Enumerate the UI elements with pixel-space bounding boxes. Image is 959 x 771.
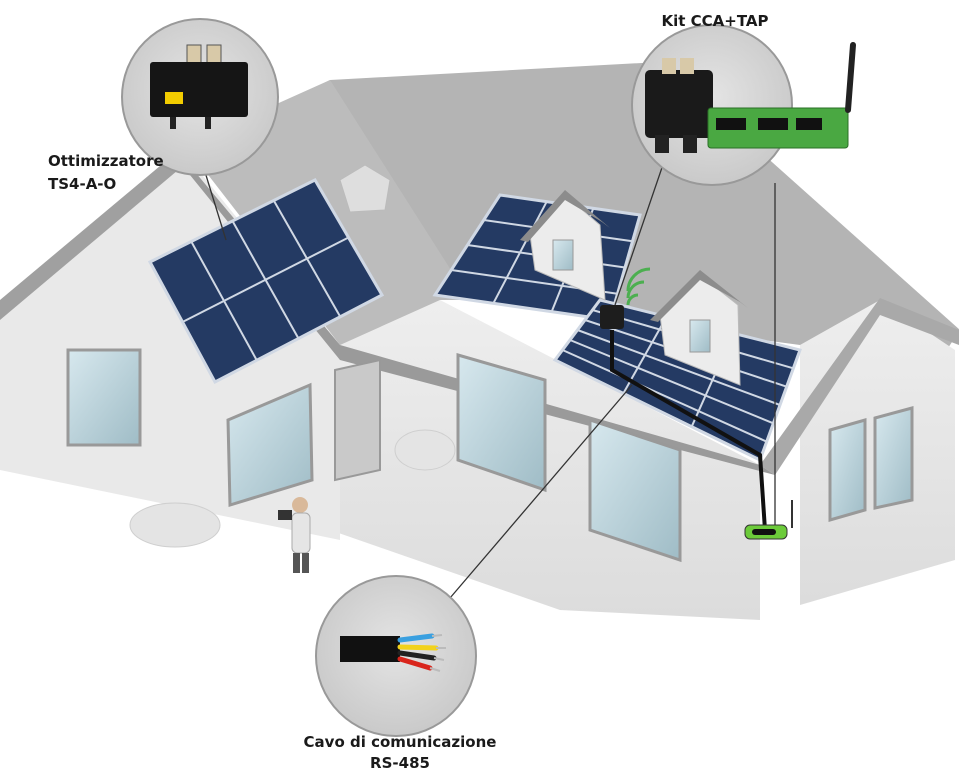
optimizer-device [600, 305, 624, 329]
optimizer-label: Ottimizzatore [48, 152, 164, 170]
window [830, 420, 865, 520]
optimizer-label: TS4-A-O [48, 175, 116, 193]
kit-callout [632, 25, 853, 185]
illustration: Kit CCA+TAP Ottimizzatore TS4-A-O Cavo d… [0, 0, 959, 771]
window [875, 408, 912, 508]
window [68, 350, 140, 445]
kit-label: Kit CCA+TAP [661, 12, 768, 30]
cable-label: RS-485 [370, 754, 430, 771]
bush [395, 430, 455, 470]
door [335, 360, 380, 480]
bush [130, 503, 220, 547]
cable-callout [316, 576, 476, 736]
cable-label: Cavo di comunicazione [304, 733, 497, 751]
dormer-window [553, 240, 573, 270]
dormer-window [690, 320, 710, 352]
page: {"labels": {"kit": "Kit CCA+TAP", "optim… [0, 0, 959, 771]
